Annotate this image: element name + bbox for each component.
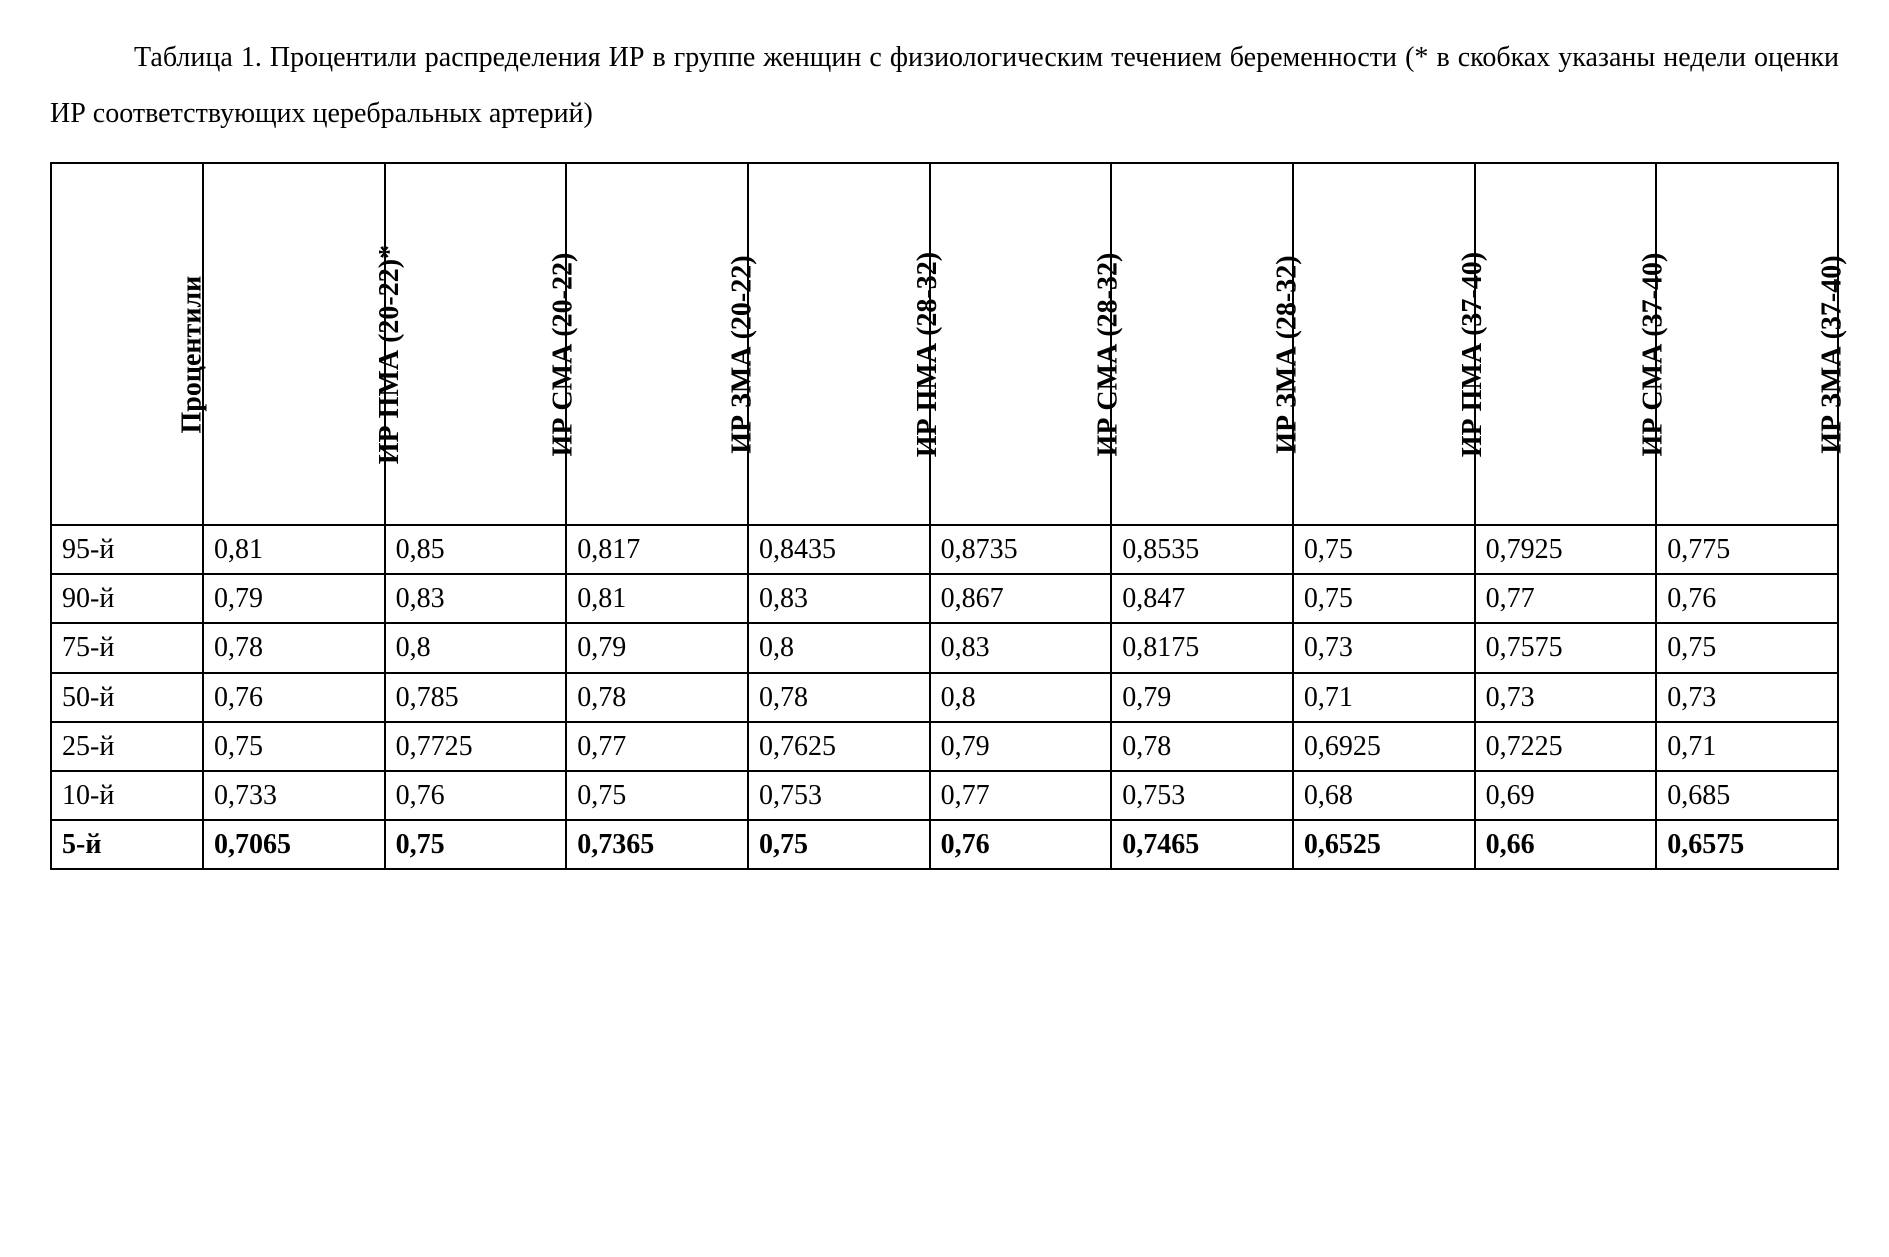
table-cell: 0,7465 — [1111, 820, 1293, 869]
table-cell: 0,77 — [930, 771, 1112, 820]
table-cell: 0,71 — [1293, 673, 1475, 722]
column-header: ИР СМА (37-40) — [1475, 163, 1657, 525]
table-cell: 0,753 — [748, 771, 930, 820]
table-cell: 0,76 — [203, 673, 385, 722]
table-cell: 0,66 — [1475, 820, 1657, 869]
table-cell: 0,79 — [930, 722, 1112, 771]
table-cell: 0,73 — [1475, 673, 1657, 722]
table-cell: 0,75 — [1656, 623, 1838, 672]
table-cell: 0,7925 — [1475, 525, 1657, 574]
table-cell: 0,75 — [385, 820, 567, 869]
table-cell: 0,8 — [748, 623, 930, 672]
table-cell: 0,75 — [566, 771, 748, 820]
table-cell: 0,8435 — [748, 525, 930, 574]
table-cell: 0,6925 — [1293, 722, 1475, 771]
table-cell: 0,71 — [1656, 722, 1838, 771]
table-cell: 5-й — [51, 820, 203, 869]
table-header-row: Процентили ИР ПМА (20-22)* ИР СМА (20-22… — [51, 163, 1838, 525]
column-header: ИР СМА (20-22) — [385, 163, 567, 525]
table-cell: 0,68 — [1293, 771, 1475, 820]
table-cell: 0,6575 — [1656, 820, 1838, 869]
table-cell: 95-й — [51, 525, 203, 574]
table-cell: 0,77 — [1475, 574, 1657, 623]
table-cell: 0,785 — [385, 673, 567, 722]
table-cell: 0,76 — [1656, 574, 1838, 623]
table-cell: 0,685 — [1656, 771, 1838, 820]
table-cell: 0,8 — [385, 623, 567, 672]
table-cell: 0,83 — [930, 623, 1112, 672]
table-cell: 0,85 — [385, 525, 567, 574]
column-header: ИР ПМА (28-32) — [748, 163, 930, 525]
table-cell: 0,78 — [566, 673, 748, 722]
table-row: 90-й0,790,830,810,830,8670,8470,750,770,… — [51, 574, 1838, 623]
table-cell: 0,7365 — [566, 820, 748, 869]
table-cell: 0,73 — [1293, 623, 1475, 672]
table-cell: 0,8175 — [1111, 623, 1293, 672]
column-header: ИР ПМА (20-22)* — [203, 163, 385, 525]
table-cell: 90-й — [51, 574, 203, 623]
table-cell: 25-й — [51, 722, 203, 771]
table-row: 50-й0,760,7850,780,780,80,790,710,730,73 — [51, 673, 1838, 722]
table-cell: 0,76 — [930, 820, 1112, 869]
table-cell: 0,7575 — [1475, 623, 1657, 672]
table-cell: 10-й — [51, 771, 203, 820]
table-row: 75-й0,780,80,790,80,830,81750,730,75750,… — [51, 623, 1838, 672]
table-cell: 0,79 — [203, 574, 385, 623]
percentile-table: Процентили ИР ПМА (20-22)* ИР СМА (20-22… — [50, 162, 1839, 870]
column-header: ИР ЗМА (28-32) — [1111, 163, 1293, 525]
table-cell: 0,78 — [1111, 722, 1293, 771]
table-row: 25-й0,750,77250,770,76250,790,780,69250,… — [51, 722, 1838, 771]
table-cell: 0,79 — [1111, 673, 1293, 722]
column-header: Процентили — [51, 163, 203, 525]
table-cell: 0,75 — [1293, 525, 1475, 574]
table-cell: 0,83 — [385, 574, 567, 623]
table-cell: 0,733 — [203, 771, 385, 820]
table-cell: 0,8 — [930, 673, 1112, 722]
table-row: 5-й0,70650,750,73650,750,760,74650,65250… — [51, 820, 1838, 869]
table-cell: 50-й — [51, 673, 203, 722]
table-cell: 0,83 — [748, 574, 930, 623]
table-cell: 0,75 — [1293, 574, 1475, 623]
table-cell: 0,75 — [203, 722, 385, 771]
column-header: ИР ЗМА (37-40) — [1656, 163, 1838, 525]
table-row: 95-й0,810,850,8170,84350,87350,85350,750… — [51, 525, 1838, 574]
table-cell: 0,78 — [203, 623, 385, 672]
table-cell: 0,753 — [1111, 771, 1293, 820]
table-cell: 0,76 — [385, 771, 567, 820]
table-cell: 0,7725 — [385, 722, 567, 771]
table-cell: 0,7225 — [1475, 722, 1657, 771]
table-caption: Таблица 1. Процентили распределения ИР в… — [50, 30, 1839, 142]
column-header: ИР ЗМА (20-22) — [566, 163, 748, 525]
table-cell: 75-й — [51, 623, 203, 672]
column-header: ИР ПМА (37-40) — [1293, 163, 1475, 525]
table-cell: 0,8735 — [930, 525, 1112, 574]
column-header: ИР СМА (28-32) — [930, 163, 1112, 525]
table-cell: 0,867 — [930, 574, 1112, 623]
table-cell: 0,775 — [1656, 525, 1838, 574]
table-cell: 0,7625 — [748, 722, 930, 771]
table-cell: 0,81 — [203, 525, 385, 574]
table-cell: 0,81 — [566, 574, 748, 623]
table-cell: 0,78 — [748, 673, 930, 722]
table-cell: 0,7065 — [203, 820, 385, 869]
table-cell: 0,73 — [1656, 673, 1838, 722]
table-cell: 0,69 — [1475, 771, 1657, 820]
table-row: 10-й0,7330,760,750,7530,770,7530,680,690… — [51, 771, 1838, 820]
table-cell: 0,847 — [1111, 574, 1293, 623]
table-cell: 0,75 — [748, 820, 930, 869]
table-cell: 0,8535 — [1111, 525, 1293, 574]
table-cell: 0,79 — [566, 623, 748, 672]
table-cell: 0,77 — [566, 722, 748, 771]
table-cell: 0,817 — [566, 525, 748, 574]
table-cell: 0,6525 — [1293, 820, 1475, 869]
